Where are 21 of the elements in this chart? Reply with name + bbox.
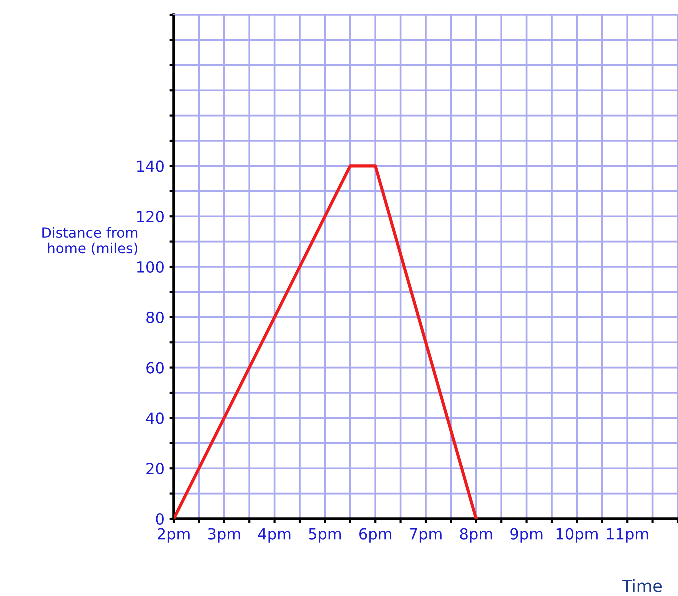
y-tick-label: 100 — [137, 261, 164, 274]
y-tick-label: 140 — [137, 160, 164, 172]
x-tick-label: 6pm — [360, 528, 392, 543]
y-tick-label: 60 — [146, 362, 164, 374]
y-tick-label: 80 — [146, 312, 164, 324]
x-tick-label: 2pm — [158, 528, 190, 543]
x-tick-label: 7pm — [410, 528, 442, 543]
y-tick-label: 0 — [156, 513, 164, 526]
x-tick-label: 8pm — [460, 528, 492, 543]
x-tick-label: 4pm — [258, 528, 291, 543]
x-tick-label: 11pm — [607, 528, 648, 543]
y-axis-title: Distance from home (miles) — [42, 227, 138, 256]
x-tick-label: 9pm — [510, 528, 543, 543]
x-tick-label: 3pm — [208, 528, 240, 543]
x-tick-label: 5pm — [309, 528, 342, 543]
y-tick-label: 20 — [146, 463, 164, 475]
y-tick-label: 120 — [137, 211, 164, 223]
line-series — [174, 164, 478, 519]
x-axis-title: Time — [622, 579, 662, 592]
x-tick-label: 10pm — [556, 528, 598, 543]
y-tick-label: 40 — [146, 412, 164, 424]
